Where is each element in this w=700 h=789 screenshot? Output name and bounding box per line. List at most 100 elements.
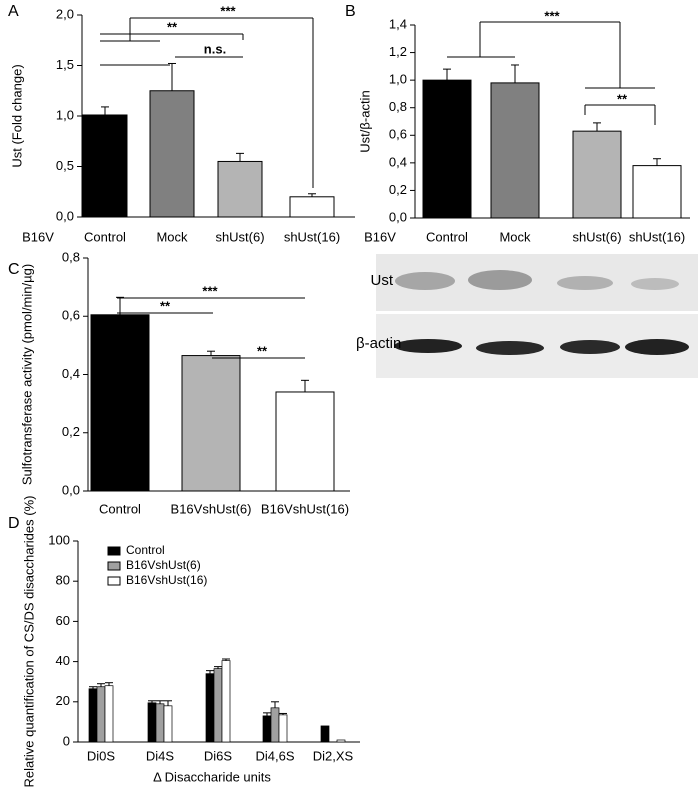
y-tick-label: 1,4 [389, 16, 407, 31]
bar [278, 714, 288, 743]
bar [104, 685, 114, 743]
x-tick-label: Control [99, 501, 141, 516]
y-tick-label: 40 [56, 653, 70, 668]
y-tick-label: 0,0 [389, 209, 407, 224]
blot-band [560, 340, 620, 354]
bar [221, 660, 231, 743]
legend-swatch [107, 546, 121, 556]
y-tick-label: 0,4 [62, 366, 80, 381]
bar [217, 160, 263, 218]
y-axis-label: Relative quantification of CS/DS disacch… [21, 496, 36, 788]
group-label: B16V [364, 229, 396, 244]
significance-label: ** [167, 19, 178, 34]
y-axis-label: Ust/β-actin [357, 90, 372, 152]
x-tick-label: Control [84, 229, 126, 244]
y-tick-label: 0,8 [389, 99, 407, 114]
blot-band [557, 276, 613, 290]
legend-swatch [107, 576, 121, 586]
x-tick-label: shUst(6) [215, 229, 264, 244]
significance-label: *** [544, 8, 560, 23]
y-tick-label: 0 [63, 733, 70, 748]
bar [490, 82, 540, 219]
y-tick-label: 0,2 [389, 182, 407, 197]
bar [82, 114, 128, 218]
x-axis-label: Δ Disaccharide units [153, 769, 271, 784]
significance-label: ** [160, 298, 171, 313]
bar [155, 703, 165, 743]
x-tick-label: Control [426, 229, 468, 244]
y-axis-label: Sulfotransferase activity (pmol/min/µg) [19, 264, 34, 485]
bar [422, 79, 472, 219]
x-tick-label: Mock [156, 229, 188, 244]
bar [336, 739, 346, 743]
y-tick-label: 0,5 [56, 158, 74, 173]
panel-label: A [8, 3, 19, 20]
legend-label: Control [126, 543, 165, 557]
bar [289, 196, 335, 218]
y-axis-label: Ust (Fold change) [9, 64, 24, 167]
panel-label: B [345, 3, 356, 20]
y-tick-label: 0,6 [389, 127, 407, 142]
y-tick-label: 1,2 [389, 44, 407, 59]
legend-label: B16VshUst(16) [126, 573, 207, 587]
blot-band [631, 278, 679, 290]
y-tick-label: 60 [56, 613, 70, 628]
x-tick-label: Di2,XS [313, 748, 354, 763]
bar [163, 705, 173, 743]
bar [213, 668, 223, 743]
bar [270, 707, 280, 743]
x-tick-label: B16VshUst(16) [261, 501, 349, 516]
y-tick-label: 2,0 [56, 6, 74, 21]
blot-band [395, 272, 455, 290]
x-tick-label: Di0S [87, 748, 116, 763]
x-tick-label: shUst(16) [629, 229, 685, 244]
y-tick-label: 0,0 [56, 208, 74, 223]
bar [632, 165, 682, 219]
bar [262, 715, 272, 743]
x-tick-label: Di4,6S [255, 748, 294, 763]
bar [320, 725, 330, 743]
significance-label: *** [220, 3, 236, 18]
y-tick-label: 0,2 [62, 424, 80, 439]
y-tick-label: 0,4 [389, 154, 407, 169]
panel-label: C [8, 261, 20, 278]
y-tick-label: 1,0 [389, 72, 407, 87]
legend-label: B16VshUst(6) [126, 558, 201, 572]
y-tick-label: 100 [48, 532, 70, 547]
x-tick-label: Di4S [146, 748, 175, 763]
significance-label: n.s. [204, 41, 226, 56]
blot-band [394, 339, 462, 353]
significance-label: ** [257, 343, 268, 358]
y-tick-label: 0,0 [62, 482, 80, 497]
y-tick-label: 0,8 [62, 249, 80, 264]
bar [572, 130, 622, 219]
blot-band [625, 339, 689, 355]
y-tick-label: 1,5 [56, 57, 74, 72]
y-tick-label: 20 [56, 693, 70, 708]
bar [275, 391, 335, 492]
bar [88, 688, 98, 743]
group-label: B16V [22, 229, 54, 244]
x-tick-label: shUst(16) [284, 229, 340, 244]
x-tick-label: shUst(6) [572, 229, 621, 244]
blot-label: Ust [371, 272, 394, 289]
bar [205, 673, 215, 743]
legend-swatch [107, 561, 121, 571]
y-tick-label: 0,6 [62, 308, 80, 323]
x-tick-label: Mock [499, 229, 531, 244]
bar [90, 314, 150, 492]
western-blot: Ust β-actin [356, 254, 698, 378]
y-tick-label: 80 [56, 573, 70, 588]
bar [149, 90, 195, 218]
blot-label: β-actin [356, 335, 401, 352]
blot-band [476, 341, 544, 355]
significance-label: *** [202, 283, 218, 298]
bar [181, 355, 241, 492]
y-tick-label: 1,0 [56, 107, 74, 122]
bar [96, 686, 106, 743]
blot-band [468, 270, 532, 290]
significance-label: ** [617, 91, 628, 106]
bar [147, 702, 157, 743]
